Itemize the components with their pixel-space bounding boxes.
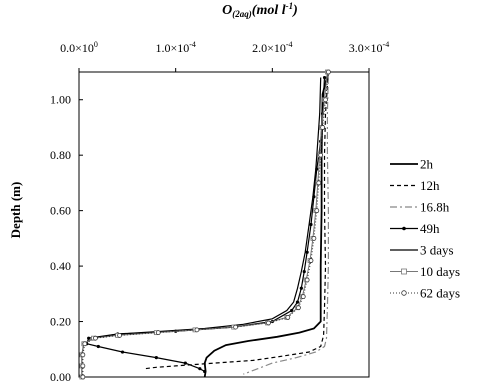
data-point bbox=[266, 320, 271, 326]
y-tick-label: 0.40 bbox=[50, 259, 71, 273]
plot-frame bbox=[78, 71, 370, 378]
data-point bbox=[155, 330, 161, 336]
legend-item: 3 days bbox=[390, 243, 454, 258]
data-point bbox=[194, 327, 200, 333]
series-line bbox=[82, 71, 329, 377]
title-main: O bbox=[222, 3, 232, 18]
legend-marker bbox=[402, 226, 406, 231]
data-point bbox=[305, 250, 309, 254]
legend-label: 12h bbox=[420, 178, 440, 193]
data-point bbox=[296, 305, 301, 311]
data-point bbox=[311, 235, 317, 241]
series-62-days bbox=[80, 69, 331, 380]
x-tick-label: 2.0×10-4 bbox=[252, 40, 292, 55]
data-point bbox=[325, 69, 331, 75]
legend-label: 62 days bbox=[420, 286, 460, 301]
data-point bbox=[82, 341, 88, 347]
data-point bbox=[80, 363, 86, 369]
data-point bbox=[96, 344, 100, 349]
series-line bbox=[85, 77, 326, 373]
plot-area: 0.0×100 1.0×10-4 2.0×10-4 3.0×10-40.000.200… bbox=[50, 40, 389, 384]
series-16-8h bbox=[243, 71, 329, 375]
legend-label: 16.8h bbox=[420, 200, 450, 215]
y-axis-label: Depth (m) bbox=[8, 182, 23, 239]
data-point bbox=[322, 75, 327, 80]
series-12h bbox=[144, 71, 329, 370]
data-point bbox=[323, 97, 328, 103]
x-tick-label: 3.0×10-4 bbox=[349, 40, 389, 55]
data-point bbox=[87, 336, 91, 340]
data-point bbox=[318, 152, 324, 158]
data-point bbox=[154, 355, 158, 360]
data-point bbox=[80, 352, 86, 358]
y-tick-label: 1.00 bbox=[50, 93, 71, 107]
data-point bbox=[314, 208, 320, 214]
x-tick-exponent: -4 bbox=[286, 40, 293, 49]
x-tick-exponent: -4 bbox=[383, 40, 390, 49]
legend-item: 10 days bbox=[390, 264, 460, 279]
series-line bbox=[243, 71, 329, 375]
title-exponent: -1 bbox=[286, 1, 294, 11]
chart-title: O(2aq)(mol l-1) bbox=[222, 1, 298, 19]
data-point bbox=[290, 308, 294, 313]
x-tick-mantissa: 2.0×10 bbox=[252, 41, 286, 55]
x-tick-mantissa: 0.0×10 bbox=[60, 41, 94, 55]
legend-item: 49h bbox=[390, 221, 440, 236]
legend-item: 2h bbox=[390, 157, 434, 172]
data-point bbox=[80, 374, 86, 380]
series-line bbox=[81, 71, 328, 377]
data-point bbox=[117, 333, 122, 338]
x-tick-mantissa: 3.0×10 bbox=[349, 41, 383, 55]
legend-marker bbox=[401, 290, 407, 296]
data-point bbox=[300, 294, 306, 299]
series-3-days bbox=[81, 77, 322, 377]
series-line bbox=[144, 71, 329, 370]
y-tick-label: 0.00 bbox=[50, 370, 71, 384]
legend-item: 12h bbox=[390, 178, 440, 193]
data-point bbox=[120, 350, 125, 354]
data-point bbox=[183, 361, 187, 365]
data-point bbox=[285, 314, 291, 320]
legend-item: 62 days bbox=[390, 286, 460, 301]
legend-label: 2h bbox=[420, 157, 434, 172]
legend-label: 3 days bbox=[420, 243, 454, 258]
svg-text:O(2aq)(mol l-1): O(2aq)(mol l-1) bbox=[222, 1, 298, 19]
data-point bbox=[295, 300, 300, 304]
data-point bbox=[304, 277, 310, 283]
data-point bbox=[203, 369, 207, 374]
series-line bbox=[203, 71, 330, 378]
data-point bbox=[309, 222, 313, 227]
data-point bbox=[308, 258, 314, 263]
legend-label: 49h bbox=[420, 221, 440, 236]
x-tick-exponent: 0 bbox=[94, 40, 98, 49]
data-point bbox=[198, 367, 202, 371]
data-point bbox=[299, 286, 303, 290]
data-point bbox=[320, 125, 326, 130]
legend: 2h 12h 16.8h 49h 3 days 10 days 62 days bbox=[390, 157, 460, 301]
y-tick-label: 0.20 bbox=[50, 315, 71, 329]
data-point bbox=[233, 324, 239, 330]
x-tick-label: 0.0×100 bbox=[60, 40, 98, 55]
data-point bbox=[93, 335, 98, 341]
legend-label: 10 days bbox=[420, 264, 460, 279]
series-2h bbox=[203, 71, 330, 378]
data-point bbox=[302, 270, 306, 274]
title-close: ) bbox=[291, 3, 298, 18]
legend-item: 16.8h bbox=[390, 200, 450, 215]
y-tick-label: 0.80 bbox=[50, 148, 71, 162]
y-tick-label: 0.60 bbox=[50, 204, 71, 218]
data-point bbox=[316, 180, 322, 186]
series-line bbox=[81, 77, 322, 377]
legend-marker bbox=[401, 268, 407, 275]
x-tick-mantissa: 1.0×10 bbox=[155, 41, 189, 55]
x-tick-label: 1.0×10-4 bbox=[155, 40, 195, 55]
title-subscript: (2aq) bbox=[232, 9, 252, 19]
x-tick-exponent: -4 bbox=[189, 40, 196, 49]
title-unit: (mol l bbox=[252, 3, 286, 18]
